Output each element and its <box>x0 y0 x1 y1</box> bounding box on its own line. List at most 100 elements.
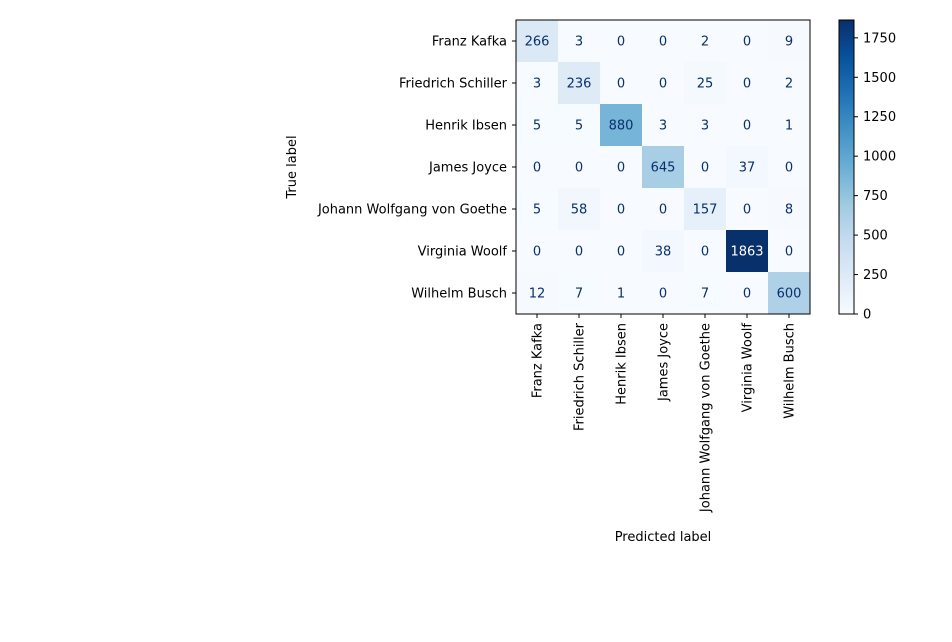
matrix-cell <box>684 146 727 189</box>
cell-value-label: 37 <box>739 161 756 176</box>
y-tick-label: Henrik Ibsen <box>425 119 507 134</box>
matrix-cells <box>516 20 811 315</box>
x-axis-label: Predicted label <box>615 530 712 545</box>
colorbar-tick-label: 250 <box>863 268 888 283</box>
cell-value-label: 12 <box>529 287 546 302</box>
y-tick-label: Johann Wolfgang von Goethe <box>317 203 507 218</box>
cell-value-label: 0 <box>575 161 583 176</box>
matrix-cell <box>684 272 727 315</box>
cell-value-label: 0 <box>701 245 709 260</box>
matrix-cell <box>600 272 643 315</box>
y-tick-label: James Joyce <box>428 161 507 176</box>
matrix-cell <box>642 146 685 189</box>
matrix-cell <box>768 230 811 273</box>
colorbar-tick-label: 1000 <box>863 150 896 165</box>
y-axis-label: True label <box>285 135 300 199</box>
matrix-cell <box>600 62 643 105</box>
matrix-cell <box>642 188 685 231</box>
matrix-cell <box>768 188 811 231</box>
matrix-cell <box>726 272 769 315</box>
y-axis-ticks: Franz Kafka Friedrich Schiller Henrik Ibse… <box>317 35 516 302</box>
matrix-cell <box>516 104 559 147</box>
colorbar-tick-label: 1250 <box>863 110 896 125</box>
cell-value-label: 0 <box>743 203 751 218</box>
matrix-cell <box>642 104 685 147</box>
cell-value-label: 38 <box>655 245 672 260</box>
x-tick-label: Johann Wolfgang von Goethe <box>699 323 714 513</box>
matrix-cell <box>516 188 559 231</box>
matrix-cell <box>516 146 559 189</box>
matrix-cell <box>558 104 601 147</box>
matrix-cell <box>558 62 601 105</box>
cell-value-label: 3 <box>533 77 541 92</box>
cell-value-label: 0 <box>575 245 583 260</box>
cell-value-label: 0 <box>743 77 751 92</box>
cell-value-label: 0 <box>659 35 667 50</box>
matrix-cell <box>600 146 643 189</box>
colorbar-tick-label: 0 <box>863 308 871 323</box>
matrix-cell <box>684 20 727 63</box>
colorbar-tick-label: 750 <box>863 189 888 204</box>
cell-value-label: 25 <box>697 77 714 92</box>
cell-value-label: 2 <box>785 77 793 92</box>
cell-value-label: 9 <box>785 35 793 50</box>
cell-value-label: 3 <box>701 119 709 134</box>
colorbar-ticks: 0 250 500 750 1000 1250 1500 1750 <box>854 31 896 323</box>
matrix-cell <box>516 62 559 105</box>
x-tick-label: Franz Kafka <box>531 323 546 398</box>
matrix-cell <box>642 272 685 315</box>
matrix-cell <box>600 20 643 63</box>
cell-value-label: 0 <box>617 161 625 176</box>
cell-value-label: 0 <box>701 161 709 176</box>
matrix-cell <box>684 62 727 105</box>
matrix-cell <box>558 188 601 231</box>
cell-value-label: 0 <box>659 203 667 218</box>
cell-value-label: 8 <box>785 203 793 218</box>
matrix-cell <box>768 272 811 315</box>
matrix-cell <box>768 20 811 63</box>
matrix-cell <box>642 62 685 105</box>
cell-value-label: 645 <box>651 161 676 176</box>
x-tick-label: Virginia Woolf <box>741 323 756 413</box>
cell-value-label: 0 <box>617 203 625 218</box>
matrix-cell <box>642 230 685 273</box>
cell-value-label: 0 <box>659 77 667 92</box>
matrix-cell <box>684 230 727 273</box>
x-tick-label: Wilhelm Busch <box>783 323 798 419</box>
matrix-cell <box>642 20 685 63</box>
matrix-cell-labels: 266 3 0 0 2 0 93 236 0 0 25 0 25 5 880 3 3 0 10 0 0 645 0 37 05 5… <box>525 35 802 302</box>
matrix-cell <box>768 62 811 105</box>
matrix-cell <box>726 62 769 105</box>
cell-value-label: 7 <box>575 287 583 302</box>
cell-value-label: 600 <box>777 287 802 302</box>
cell-value-label: 3 <box>659 119 667 134</box>
cell-value-label: 266 <box>525 35 550 50</box>
matrix-cell <box>768 146 811 189</box>
cell-value-label: 0 <box>533 245 541 260</box>
matrix-cell <box>558 272 601 315</box>
matrix-cell <box>768 104 811 147</box>
matrix-cell <box>516 272 559 315</box>
matrix-cell <box>600 230 643 273</box>
matrix-cell <box>726 104 769 147</box>
cell-value-label: 1863 <box>730 245 763 260</box>
cell-value-label: 3 <box>575 35 583 50</box>
cell-value-label: 0 <box>785 245 793 260</box>
cell-value-label: 2 <box>701 35 709 50</box>
y-tick-label: Franz Kafka <box>432 35 507 50</box>
matrix-cell <box>726 20 769 63</box>
y-tick-label: Wilhelm Busch <box>411 287 507 302</box>
matrix-cell <box>558 20 601 63</box>
matrix-cell <box>558 146 601 189</box>
cell-value-label: 5 <box>533 203 541 218</box>
matrix-cell <box>726 230 769 273</box>
colorbar-gradient <box>838 19 855 315</box>
cell-value-label: 1 <box>785 119 793 134</box>
x-tick-label: James Joyce <box>657 323 672 402</box>
matrix-cell <box>600 188 643 231</box>
matrix-cell <box>600 104 643 147</box>
matrix-cell <box>684 104 727 147</box>
cell-value-label: 1 <box>617 287 625 302</box>
cell-value-label: 0 <box>659 287 667 302</box>
